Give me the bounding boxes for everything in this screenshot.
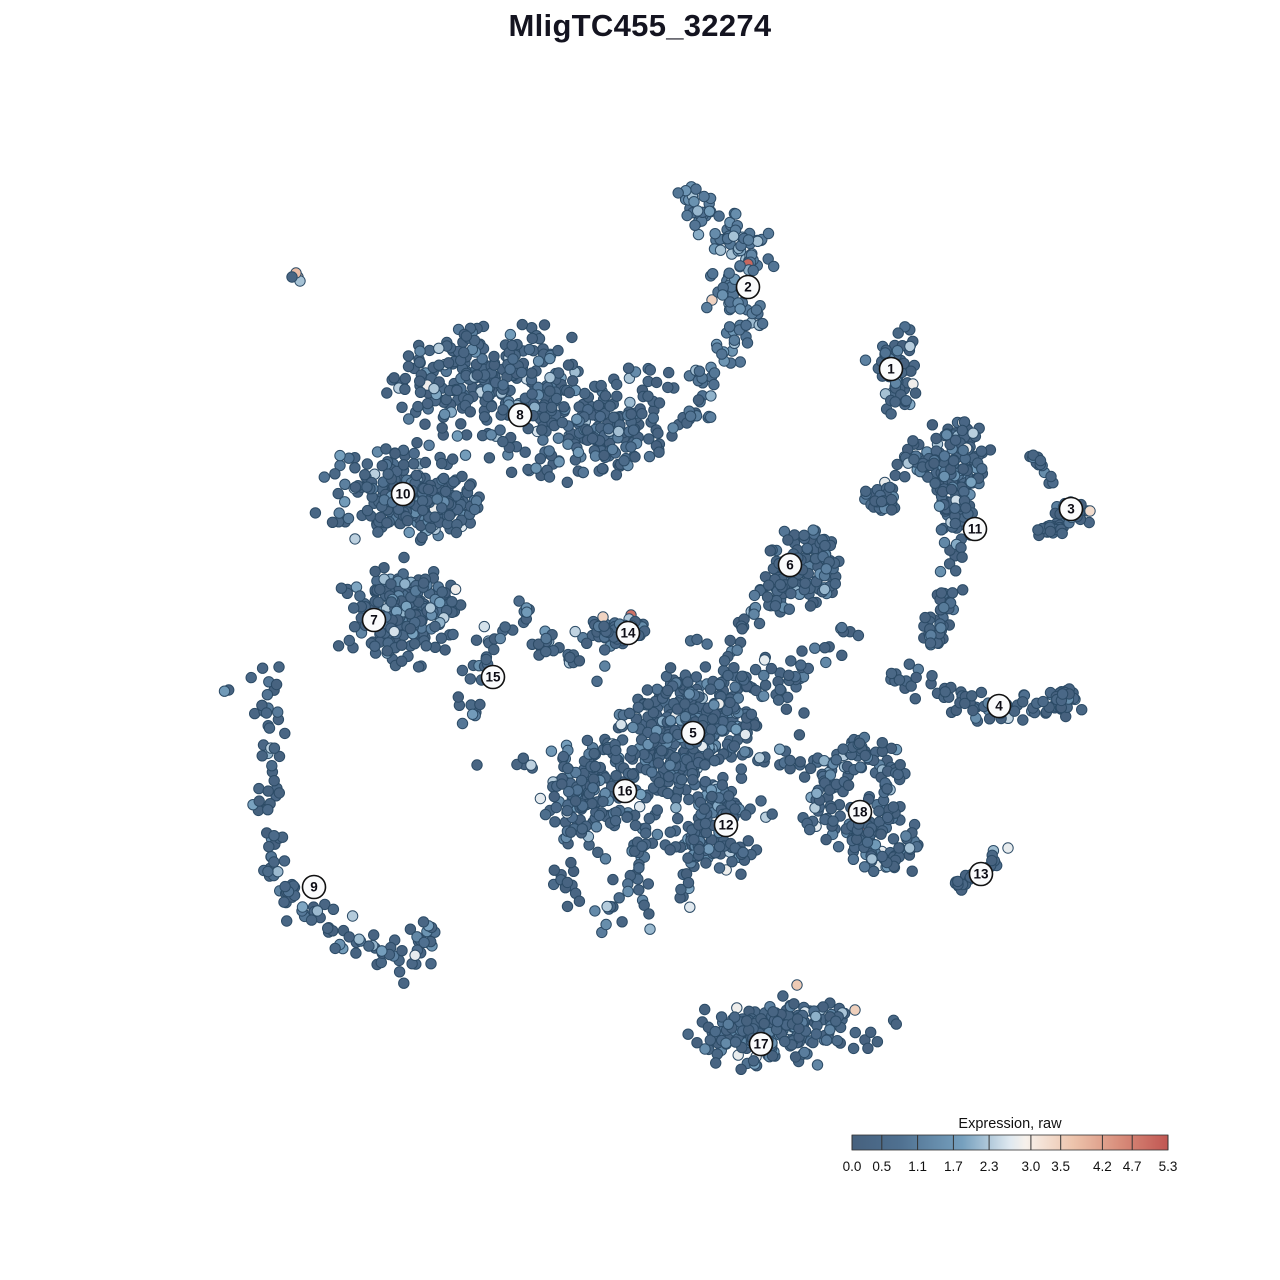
svg-text:10: 10 — [395, 487, 410, 502]
svg-text:2.3: 2.3 — [980, 1159, 999, 1174]
svg-text:1: 1 — [887, 362, 895, 377]
svg-text:3.0: 3.0 — [1022, 1159, 1041, 1174]
svg-text:12: 12 — [718, 818, 733, 833]
svg-text:15: 15 — [485, 670, 501, 685]
svg-text:7: 7 — [370, 613, 378, 628]
svg-text:Expression, raw: Expression, raw — [958, 1116, 1062, 1132]
svg-text:5: 5 — [689, 726, 697, 741]
svg-text:8: 8 — [516, 408, 524, 423]
svg-text:1.1: 1.1 — [908, 1159, 927, 1174]
svg-text:13: 13 — [973, 867, 989, 882]
svg-text:5.3: 5.3 — [1159, 1159, 1178, 1174]
svg-text:0.5: 0.5 — [872, 1159, 891, 1174]
svg-text:16: 16 — [617, 784, 633, 799]
svg-text:4: 4 — [995, 699, 1003, 714]
svg-text:0.0: 0.0 — [843, 1159, 862, 1174]
svg-text:17: 17 — [753, 1037, 768, 1052]
svg-text:14: 14 — [620, 626, 636, 641]
svg-text:4.7: 4.7 — [1123, 1159, 1142, 1174]
svg-text:1.7: 1.7 — [944, 1159, 963, 1174]
svg-text:3: 3 — [1067, 502, 1075, 517]
svg-text:11: 11 — [968, 522, 983, 537]
svg-text:4.2: 4.2 — [1093, 1159, 1112, 1174]
svg-text:3.5: 3.5 — [1051, 1159, 1070, 1174]
svg-text:6: 6 — [786, 558, 794, 573]
svg-text:18: 18 — [852, 805, 868, 820]
svg-text:9: 9 — [310, 880, 318, 895]
svg-text:2: 2 — [744, 280, 752, 295]
